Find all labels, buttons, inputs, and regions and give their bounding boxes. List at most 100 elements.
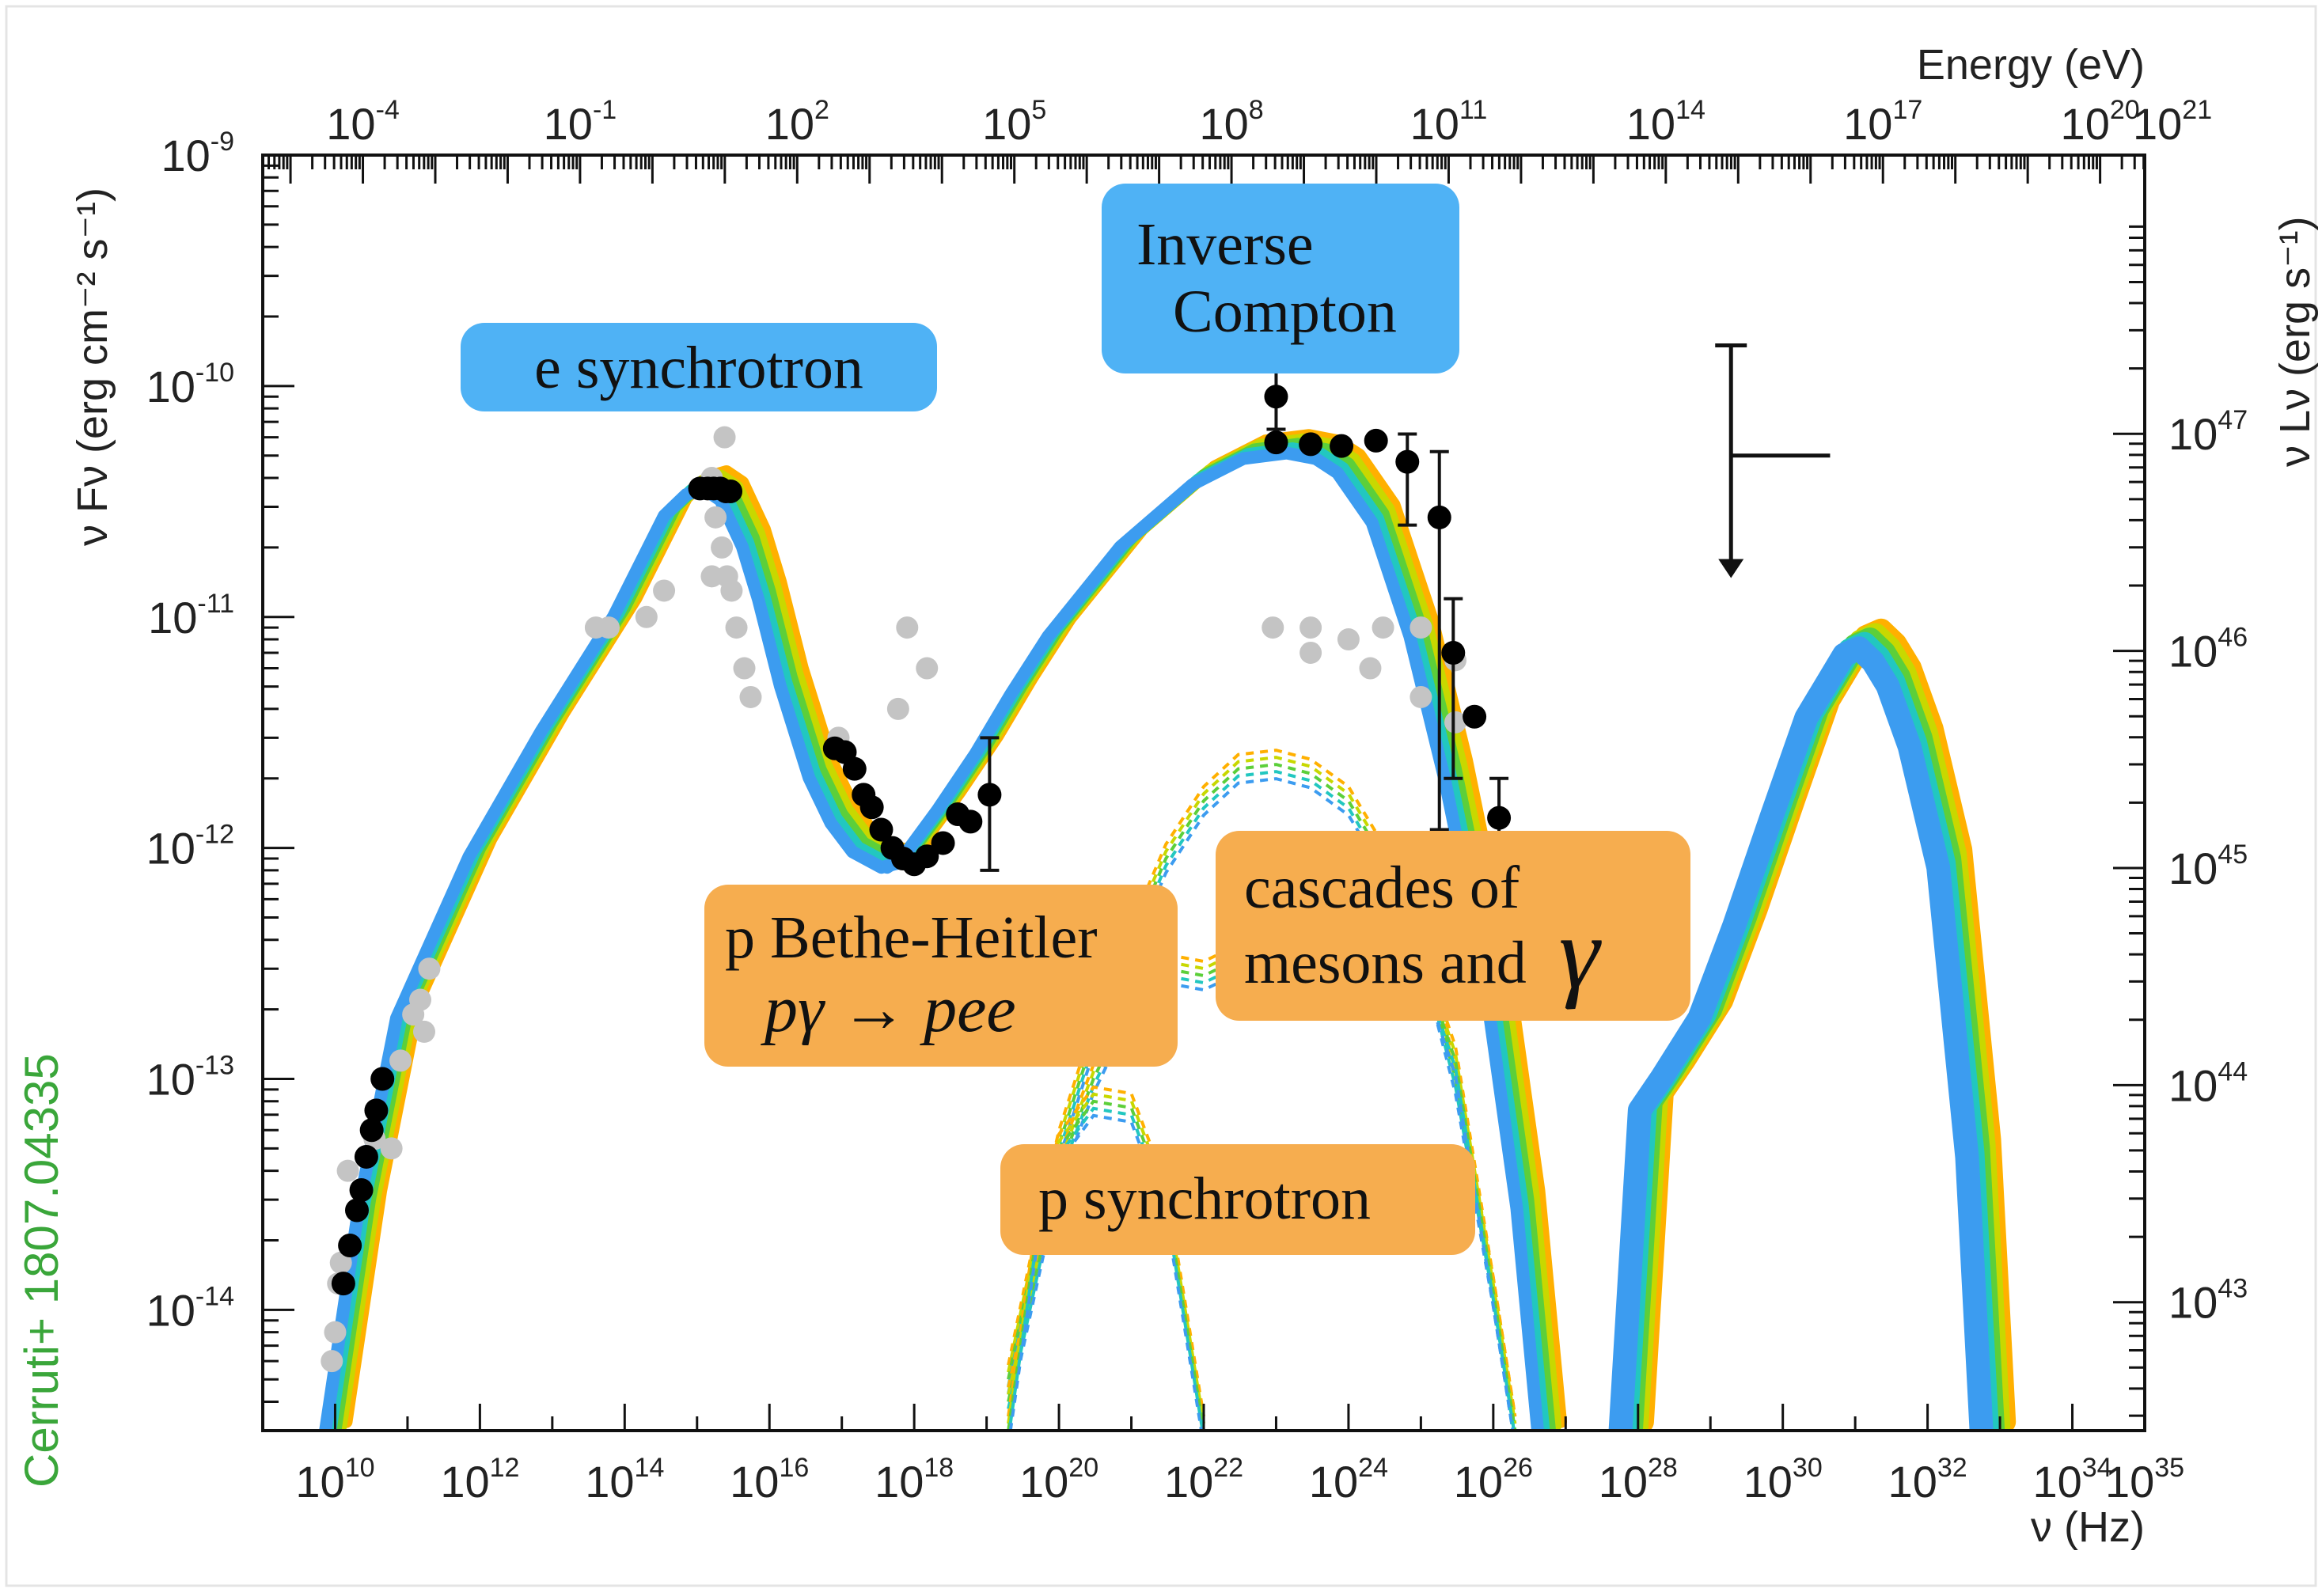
archival-data-point [1299,616,1322,639]
top-tick-label: 10-4 [326,95,400,149]
data-point [1299,432,1323,457]
archival-data-point [896,616,919,639]
archival-data-point [1444,711,1467,734]
citation-text: Cerruti+ 1807.04335 [15,1053,68,1488]
x-tick-label: 1026 [1454,1453,1533,1507]
archival-data-point [402,1003,425,1026]
data-point [359,1118,384,1143]
right-tick-label: 1046 [2168,623,2248,677]
cascades-line2: mesons and [1244,929,1527,996]
data-point [338,1234,362,1258]
archival-data-point [389,1049,412,1072]
bethe-heitler-label: p Bethe-Heitler pγ → pee [704,885,1178,1067]
archival-data-point [1410,685,1432,708]
y-tick-label: 10-13 [146,1051,234,1105]
model-band-line [880,446,1544,1431]
archival-data-point [584,616,607,639]
data-point [915,844,939,869]
x-tick-label: 1014 [585,1453,664,1507]
x-tick-label: 1035 [2105,1453,2184,1507]
archival-data-point [635,605,658,628]
x-tick-label: 1028 [1599,1453,1678,1507]
data-point [331,1272,355,1296]
x-tick-label: 1022 [1164,1453,1243,1507]
x-tick-label: 1034 [2032,1453,2111,1507]
x-tick-label: 1016 [730,1453,809,1507]
data-point [1441,640,1466,665]
data-point [1427,505,1451,529]
archival-data-point [321,1350,343,1373]
x-tick-label: 1024 [1309,1453,1388,1507]
inverse-compton-label: Inverse Compton [1102,184,1459,373]
data-point [1463,704,1487,729]
data-point [931,831,955,855]
archival-data-point [324,1321,347,1344]
data-point [859,795,884,820]
inverse-compton-line2: Compton [1173,279,1397,345]
data-point [1330,434,1354,458]
top-tick-label: 10-1 [544,95,617,149]
archival-data-point [418,957,441,980]
y-tick-label: 10-14 [146,1281,234,1335]
right-tick-label: 1045 [2168,840,2248,893]
y-tick-label: 10-12 [146,820,234,874]
cascades-line2-wrap: mesons and γ [1244,902,1690,1005]
top-tick-label: 105 [982,95,1046,149]
data-point [1364,428,1388,453]
archival-data-point [704,506,727,529]
top-tick-label: 1014 [1626,95,1705,149]
data-point [958,809,983,834]
data-point [349,1178,374,1203]
right-axis-title: ν Lν (erg s⁻¹) [2271,216,2319,467]
y-axis-title: ν Fν (erg cm⁻² s⁻¹) [69,188,116,546]
archival-data-point [1410,616,1432,639]
top-axis-title: Energy (eV) [1917,41,2145,89]
data-point [842,756,867,781]
archival-data-point [720,579,743,602]
right-tick-label: 1047 [2168,405,2248,459]
data-point [1264,430,1288,455]
cascades-label: cascades of mesons and γ [1216,831,1690,1021]
data-point [344,1198,369,1223]
archival-data-point [733,657,756,680]
data-point [364,1098,389,1123]
e-synchrotron-text: e synchrotron [534,335,863,402]
right-tick-label: 1044 [2168,1056,2248,1110]
data-point [719,479,743,503]
archival-data-point [380,1137,403,1160]
data-point [354,1144,378,1169]
top-tick-label: 102 [765,95,829,149]
archival-data-point [329,1251,352,1274]
inverse-compton-line1: Inverse [1136,210,1314,278]
right-tick-label: 1043 [2168,1274,2248,1328]
p-synchrotron-label: p synchrotron [1000,1144,1475,1255]
archival-data-point [413,1020,436,1043]
data-point [1264,385,1288,409]
archival-data-point [1359,657,1382,680]
archival-data-point [739,685,762,708]
cascades-line1: cascades of [1244,855,1520,922]
archival-data-point [1299,641,1322,664]
upper-limit-arrow [1718,559,1744,578]
archival-data-point [916,657,939,680]
archival-data-point [336,1159,359,1182]
top-tick-label: 1020 [2061,95,2140,149]
x-axis-title: ν (Hz) [2031,1503,2145,1551]
archival-data-point [1372,616,1394,639]
x-tick-label: 1020 [1019,1453,1098,1507]
top-tick-label: 108 [1199,95,1263,149]
top-tick-label: 1021 [2133,95,2212,149]
top-tick-label: 1011 [1410,95,1488,149]
x-tick-label: 1018 [875,1453,954,1507]
p-synchrotron-text: p synchrotron [1038,1166,1372,1233]
x-tick-label: 1010 [295,1453,374,1507]
data-point [977,783,1002,807]
data-point [370,1067,395,1091]
archival-data-point [711,536,734,559]
top-tick-label: 1017 [1843,95,1922,149]
archival-data-point [725,616,748,639]
archival-data-point [653,579,676,602]
x-tick-label: 1032 [1888,1453,1967,1507]
archival-data-point [1337,628,1360,651]
data-point [1487,806,1512,830]
